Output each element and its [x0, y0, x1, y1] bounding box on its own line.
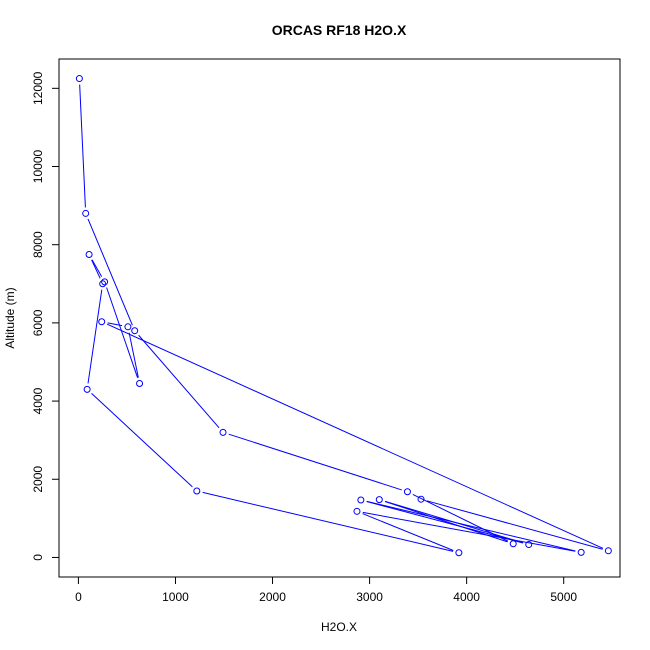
x-tick-label: 2000 [259, 590, 286, 604]
data-point [375, 496, 383, 504]
y-axis: 0 2000 4000 6000 8000 10000 12000 [31, 71, 60, 561]
data-point [136, 379, 144, 387]
chart-title: ORCAS RF18 H2O.X [272, 22, 407, 38]
data-point [131, 327, 139, 335]
data-point [82, 209, 90, 217]
y-axis-label: Altitude (m) [3, 287, 17, 348]
data-point [101, 278, 109, 286]
series-segment [91, 393, 193, 488]
series-segment [202, 491, 454, 552]
series-segment [366, 500, 576, 552]
series-segment [106, 287, 139, 378]
series-segment [228, 433, 402, 491]
y-tick-label: 0 [31, 554, 45, 561]
x-tick-label: 4000 [453, 590, 480, 604]
x-tick-label: 1000 [162, 590, 189, 604]
data-point [455, 549, 463, 557]
data-point [353, 507, 361, 515]
y-tick-label: 6000 [31, 309, 45, 336]
series-segment [91, 259, 101, 279]
series-segment [107, 322, 123, 327]
x-axis: 0 1000 2000 3000 4000 5000 [75, 576, 577, 604]
x-tick-label: 3000 [356, 590, 383, 604]
data-point [99, 280, 107, 288]
data-point [85, 250, 93, 258]
y-tick-label: 12000 [31, 71, 45, 105]
data-point [193, 487, 201, 495]
data-point [83, 385, 91, 393]
series-segment [138, 334, 220, 429]
series-layer [75, 75, 612, 557]
x-tick-label: 5000 [550, 590, 577, 604]
y-tick-label: 4000 [31, 387, 45, 414]
series-segment [366, 501, 524, 544]
data-point [124, 323, 132, 331]
series-segment [362, 511, 576, 552]
x-tick-label: 0 [75, 590, 82, 604]
data-point [509, 540, 517, 548]
data-point [403, 488, 411, 496]
data-point [525, 541, 533, 549]
data-point [417, 495, 425, 503]
y-tick-label: 10000 [31, 150, 45, 184]
series-segment [362, 513, 454, 551]
data-point [604, 547, 612, 555]
data-point [219, 428, 227, 436]
series-segment [91, 259, 103, 277]
series-segment [426, 500, 603, 550]
series-segment [128, 332, 139, 378]
data-point [75, 75, 83, 83]
series-segment [106, 323, 604, 549]
y-tick-label: 2000 [31, 466, 45, 493]
series-segment [79, 84, 86, 208]
series-segment [87, 289, 103, 384]
x-axis-label: H2O.X [321, 620, 357, 634]
data-point [357, 496, 365, 504]
data-point [98, 318, 106, 326]
series-segment [87, 218, 133, 326]
data-point [577, 548, 585, 556]
y-tick-label: 8000 [31, 231, 45, 258]
